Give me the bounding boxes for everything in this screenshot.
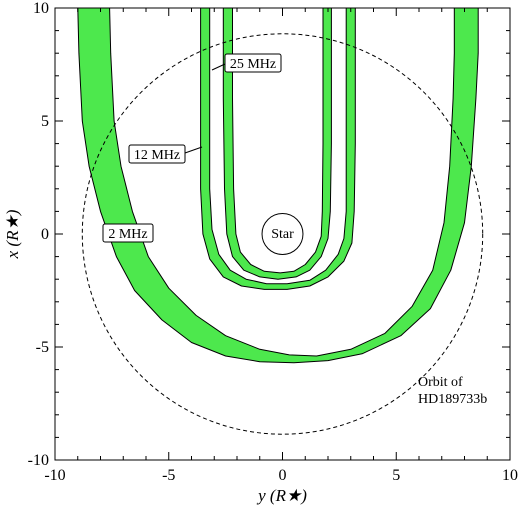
orbit-label-line1: Orbit of [418, 375, 463, 390]
x-tick-label: 10 [502, 467, 518, 484]
band-label-2-mhz: 2 MHz [102, 223, 154, 243]
orbit-circle [81, 33, 484, 435]
svg-text:12 MHz: 12 MHz [134, 148, 180, 163]
y-tick-label: 10 [33, 0, 49, 17]
y-tick-label: -10 [28, 452, 49, 469]
y-tick-label: -5 [36, 339, 49, 356]
y-tick-label: 0 [41, 226, 49, 243]
y-axis-label: x (R★) [3, 209, 22, 259]
band-labels: 2 MHz 12 MHz 25 MHz [102, 53, 282, 243]
star-circle [261, 213, 304, 255]
x-tick-label: 0 [279, 467, 287, 484]
x-axis-label: y (R★) [256, 486, 307, 505]
svg-text:2 MHz: 2 MHz [108, 227, 147, 242]
star-label: Star [271, 227, 294, 242]
band-label-12-mhz: 12 MHz [128, 144, 203, 164]
x-tick-label: -5 [162, 467, 175, 484]
axis-ticks: -10 -5 0 5 10 -10 -5 0 5 10 [28, 0, 518, 484]
orbit-label-line2: HD189733b [418, 392, 487, 407]
x-tick-label: -10 [44, 467, 65, 484]
svg-text:25 MHz: 25 MHz [230, 57, 276, 72]
band-label-25-mhz: 25 MHz [211, 53, 282, 73]
x-tick-label: 5 [392, 467, 400, 484]
y-tick-label: 5 [41, 113, 49, 130]
